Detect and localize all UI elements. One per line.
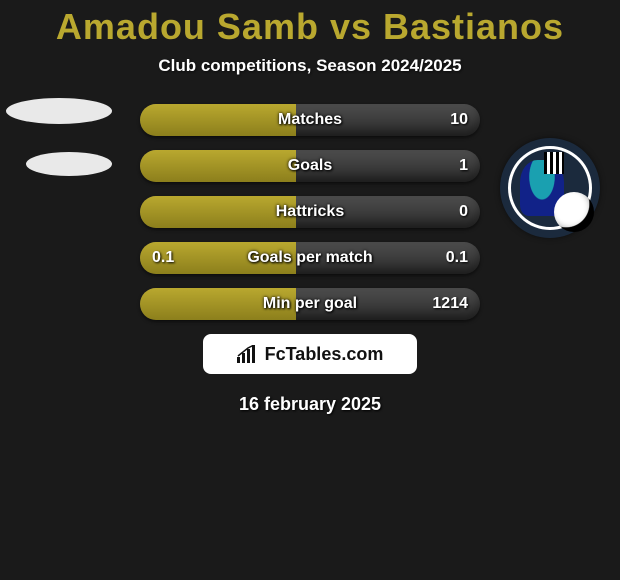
stat-value-right: 0.1 xyxy=(446,242,468,274)
stat-label: Goals xyxy=(140,150,480,182)
left-player-placeholder-2 xyxy=(26,152,112,176)
stat-value-right: 1 xyxy=(459,150,468,182)
brand-text: FcTables.com xyxy=(265,344,384,365)
left-player-placeholder-1 xyxy=(6,98,112,124)
stat-bars: Matches 10 Goals 1 Hattricks 0 0.1 Goals… xyxy=(140,104,480,320)
comparison-panel: Matches 10 Goals 1 Hattricks 0 0.1 Goals… xyxy=(0,104,620,415)
stat-label: Hattricks xyxy=(140,196,480,228)
stat-label: Min per goal xyxy=(140,288,480,320)
subtitle: Club competitions, Season 2024/2025 xyxy=(0,56,620,76)
stat-value-right: 0 xyxy=(459,196,468,228)
brand-watermark: FcTables.com xyxy=(203,334,417,374)
stat-bar: Min per goal 1214 xyxy=(140,288,480,320)
stat-label: Goals per match xyxy=(140,242,480,274)
stat-bar: 0.1 Goals per match 0.1 xyxy=(140,242,480,274)
stat-bar: Matches 10 xyxy=(140,104,480,136)
right-club-badge xyxy=(500,138,600,238)
chart-icon xyxy=(237,345,259,363)
date-stamp: 16 february 2025 xyxy=(0,394,620,415)
stat-bar: Hattricks 0 xyxy=(140,196,480,228)
stat-value-right: 10 xyxy=(450,104,468,136)
page-title: Amadou Samb vs Bastianos xyxy=(0,0,620,48)
stat-value-right: 1214 xyxy=(432,288,468,320)
stat-label: Matches xyxy=(140,104,480,136)
stat-bar: Goals 1 xyxy=(140,150,480,182)
